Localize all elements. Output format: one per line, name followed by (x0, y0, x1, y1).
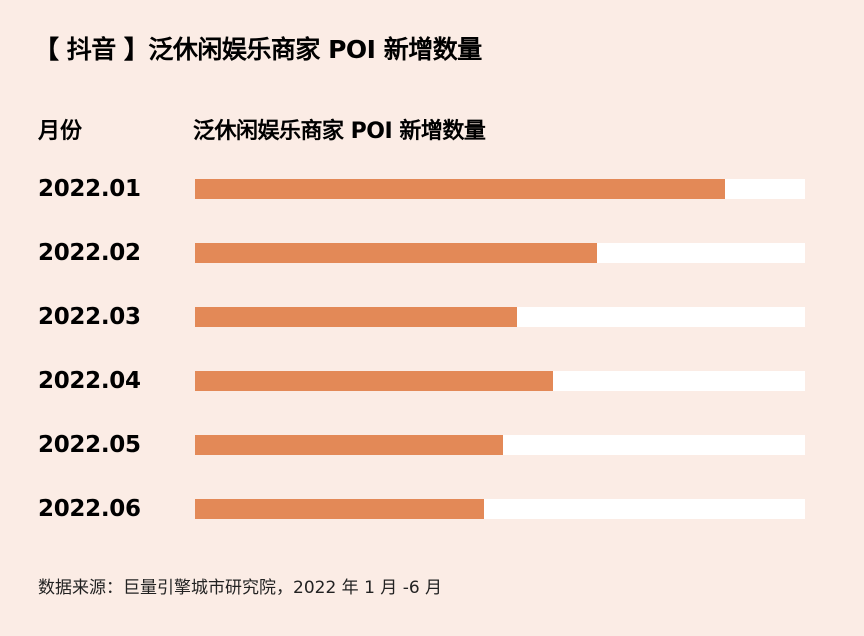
bar-track (195, 179, 805, 199)
metric-column-header: 泛休闲娱乐商家 POI 新增数量 (193, 119, 486, 144)
bar-fill (195, 499, 484, 519)
data-source-note: 数据来源：巨量引擎城市研究院，2022 年 1 月 -6 月 (38, 578, 443, 598)
bar-fill (195, 371, 554, 391)
bar-track (195, 435, 805, 455)
bar-row: 2022.05 (0, 425, 864, 465)
bar-track (195, 243, 805, 263)
month-label: 2022.02 (38, 240, 141, 266)
bar-row: 2022.02 (0, 233, 864, 273)
bar-track (195, 371, 805, 391)
bar-fill (195, 435, 504, 455)
month-label: 2022.06 (38, 496, 141, 522)
chart-title: 【 抖音 】泛休闲娱乐商家 POI 新增数量 (34, 35, 482, 64)
month-label: 2022.01 (38, 176, 141, 202)
bar-track (195, 307, 805, 327)
bar-row: 2022.01 (0, 169, 864, 209)
bar-fill (195, 307, 518, 327)
bar-fill (195, 179, 726, 199)
month-label: 2022.04 (38, 368, 141, 394)
bar-row: 2022.06 (0, 489, 864, 529)
bar-fill (195, 243, 597, 263)
bar-row: 2022.03 (0, 297, 864, 337)
bar-track (195, 499, 805, 519)
month-label: 2022.03 (38, 304, 141, 330)
month-column-header: 月份 (38, 119, 83, 144)
bar-row: 2022.04 (0, 361, 864, 401)
month-label: 2022.05 (38, 432, 141, 458)
